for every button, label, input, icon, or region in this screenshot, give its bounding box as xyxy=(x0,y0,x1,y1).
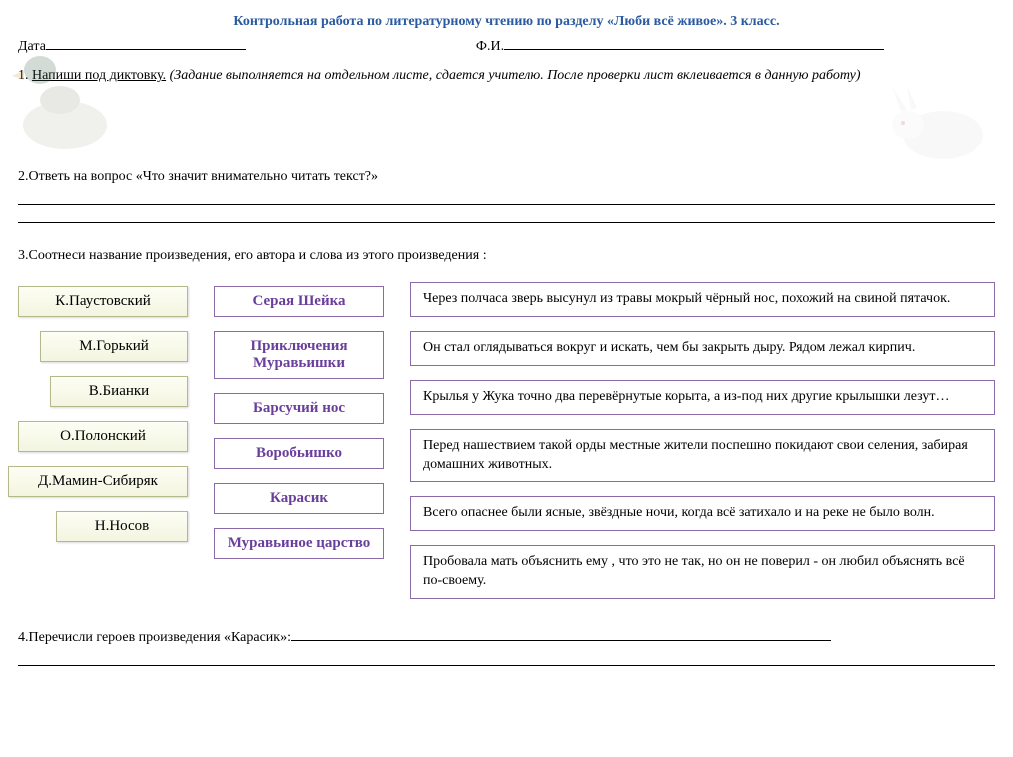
author-box[interactable]: В.Бианки xyxy=(50,376,188,407)
task2-text: Ответь на вопрос «Что значит внимательно… xyxy=(29,169,379,184)
task1-italic: (Задание выполняется на отдельном листе,… xyxy=(166,68,860,83)
task-2: 2.Ответь на вопрос «Что значит вниматель… xyxy=(18,166,995,223)
task1-lead: Напиши под диктовку. xyxy=(32,68,166,83)
task3-text: Соотнеси название произведения, его авто… xyxy=(29,248,487,263)
task-1: 1. Напиши под диктовку. (Задание выполня… xyxy=(18,65,995,86)
answer-line[interactable] xyxy=(18,189,995,205)
title-box[interactable]: Серая Шейка xyxy=(214,286,384,317)
author-box[interactable]: Д.Мамин-Сибиряк xyxy=(8,466,188,497)
title-box[interactable]: Муравьиное царство xyxy=(214,528,384,559)
title-box[interactable]: Барсучий нос xyxy=(214,393,384,424)
authors-column: К.Паустовский М.Горький В.Бианки О.Полон… xyxy=(18,282,188,599)
quote-box[interactable]: Пробовала мать объяснить ему , что это н… xyxy=(410,545,995,599)
title-box[interactable]: Приключения Муравьишки xyxy=(214,331,384,379)
header-row: Дата Ф.И. xyxy=(18,36,995,55)
titles-column: Серая Шейка Приключения Муравьишки Барсу… xyxy=(214,282,384,599)
task1-num: 1. xyxy=(18,68,29,83)
quote-box[interactable]: Он стал оглядываться вокруг и искать, че… xyxy=(410,331,995,366)
quote-box[interactable]: Крылья у Жука точно два перевёрнутые кор… xyxy=(410,380,995,415)
document-title: Контрольная работа по литературному чтен… xyxy=(18,14,995,30)
task4-blank[interactable] xyxy=(291,627,831,641)
answer-line[interactable] xyxy=(18,650,995,666)
title-box[interactable]: Карасик xyxy=(214,483,384,514)
author-box[interactable]: М.Горький xyxy=(40,331,188,362)
task4-num: 4. xyxy=(18,630,29,645)
author-box[interactable]: Н.Носов xyxy=(56,511,188,542)
author-box[interactable]: К.Паустовский xyxy=(18,286,188,317)
quote-box[interactable]: Через полчаса зверь высунул из травы мок… xyxy=(410,282,995,317)
quote-box[interactable]: Перед нашествием такой орды местные жите… xyxy=(410,429,995,483)
task3-num: 3. xyxy=(18,248,29,263)
date-label: Дата xyxy=(18,39,46,55)
task-3: 3.Соотнеси название произведения, его ав… xyxy=(18,245,995,266)
fi-label: Ф.И. xyxy=(476,39,504,55)
fi-blank[interactable] xyxy=(504,36,884,50)
author-box[interactable]: О.Полонский xyxy=(18,421,188,452)
task-4: 4.Перечисли героев произведения «Карасик… xyxy=(18,627,995,666)
title-box[interactable]: Воробьишко xyxy=(214,438,384,469)
date-blank[interactable] xyxy=(46,36,246,50)
matching-grid: К.Паустовский М.Горький В.Бианки О.Полон… xyxy=(18,282,995,599)
quotes-column: Через полчаса зверь высунул из травы мок… xyxy=(410,282,995,599)
task2-num: 2. xyxy=(18,169,29,184)
task4-text: Перечисли героев произведения «Карасик»: xyxy=(29,630,292,645)
quote-box[interactable]: Всего опаснее были ясные, звёздные ночи,… xyxy=(410,496,995,531)
answer-line[interactable] xyxy=(18,207,995,223)
